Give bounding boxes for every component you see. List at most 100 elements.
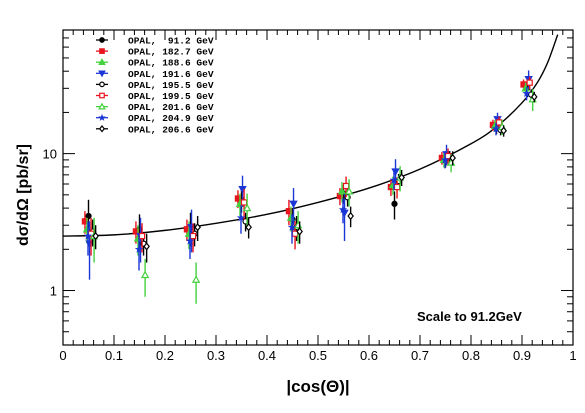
series-8 [83, 87, 531, 271]
x-tick-label: 0.5 [309, 348, 327, 363]
data-point [140, 258, 150, 297]
data-point [449, 151, 456, 166]
data-point [398, 169, 405, 187]
legend-label: OPAL, 91.2 GeV [128, 36, 214, 47]
data-point [83, 221, 93, 256]
axis-ticks: 0 0.1 0.2 0.3 0.4 0.5 0.6 0.7 0.8 0.9 1 1 10 [43, 29, 577, 363]
data-marker [398, 173, 405, 182]
data-point [287, 214, 297, 244]
data-marker [236, 213, 246, 222]
legend-entry: OPAL, 204.9 GeV [96, 113, 214, 124]
data-marker [338, 205, 348, 214]
legend-entry: OPAL, 182.7 GeV [96, 47, 214, 58]
data-point [344, 179, 354, 207]
x-tick-label: 0.7 [411, 348, 429, 363]
data-point [242, 193, 252, 228]
x-axis-title: |cos(Θ)| [286, 377, 349, 396]
legend-marker [99, 37, 105, 43]
legend-entry: OPAL, 201.6 GeV [96, 102, 214, 113]
legend-marker [99, 48, 105, 54]
legend-marker [98, 58, 106, 66]
y-axis-title: dσ/dΩ [pb/sr] [15, 144, 32, 246]
legend-label: OPAL, 191.6 GeV [128, 69, 214, 80]
data-point [296, 221, 303, 244]
data-marker [449, 153, 456, 163]
data-marker [194, 223, 201, 232]
legend-entry: OPAL, 195.5 GeV [96, 80, 214, 91]
x-tick-label: 0.3 [207, 348, 225, 363]
data-point [491, 122, 501, 136]
data-marker [143, 242, 150, 251]
data-marker [491, 124, 501, 133]
legend-entry: OPAL, 91.2 GeV [96, 36, 214, 47]
legend-label: OPAL, 195.5 GeV [128, 80, 214, 91]
data-marker [85, 212, 92, 220]
data-point [92, 225, 99, 250]
data-point [526, 76, 533, 90]
legend-label: OPAL, 204.9 GeV [128, 113, 214, 124]
data-marker [500, 126, 507, 135]
data-marker [83, 231, 93, 240]
data-point [347, 206, 354, 228]
legend-entry: OPAL, 191.6 GeV [96, 69, 214, 80]
legend-label: OPAL, 201.6 GeV [128, 102, 214, 113]
data-point [134, 233, 144, 271]
legend-marker [98, 102, 106, 110]
x-tick-label: 1 [569, 348, 576, 363]
data-marker [134, 244, 144, 253]
data-points-layer [81, 70, 538, 304]
annotation-text: Scale to 91.2GeV [417, 309, 522, 324]
y-tick-label: 10 [43, 147, 57, 162]
data-marker [393, 183, 401, 191]
data-marker [92, 231, 99, 241]
legend-marker [98, 125, 106, 133]
data-marker [140, 270, 150, 279]
legend-marker [99, 81, 105, 88]
data-point [143, 233, 150, 263]
x-tick-label: 0.4 [258, 348, 276, 363]
data-marker [440, 155, 450, 164]
x-tick-label: 0.6 [360, 348, 378, 363]
legend-marker [99, 92, 105, 99]
legend-label: OPAL, 199.5 GeV [128, 91, 214, 102]
data-marker [189, 232, 197, 240]
data-marker [342, 182, 350, 190]
series-9 [92, 91, 538, 263]
data-marker [391, 200, 398, 207]
data-marker [344, 186, 354, 195]
data-point [530, 91, 538, 103]
data-point [194, 216, 201, 242]
data-marker [389, 175, 399, 184]
data-point [185, 227, 195, 259]
data-marker [522, 89, 531, 98]
legend-marker [98, 113, 106, 121]
data-marker [530, 92, 538, 101]
data-point [500, 125, 507, 137]
x-tick-label: 0 [59, 348, 66, 363]
data-marker [289, 200, 298, 209]
legend-entry: OPAL, 188.6 GeV [96, 58, 214, 69]
data-point [236, 205, 246, 234]
data-marker [296, 227, 303, 236]
data-marker [240, 199, 248, 206]
legend-entry: OPAL, 206.6 GeV [96, 124, 214, 135]
legend-label: OPAL, 206.6 GeV [128, 124, 214, 135]
data-marker [245, 223, 252, 232]
x-tick-label: 0.2 [156, 348, 174, 363]
data-point [191, 262, 201, 304]
data-marker [287, 222, 297, 231]
data-point [338, 198, 348, 224]
x-tick-label: 0.9 [513, 348, 531, 363]
data-point [440, 152, 450, 169]
legend-marker [98, 70, 106, 78]
data-marker [185, 236, 195, 245]
data-point [522, 87, 531, 101]
legend-label: OPAL, 188.6 GeV [128, 58, 214, 69]
data-point [391, 191, 398, 220]
data-marker [347, 211, 354, 221]
data-marker [337, 186, 347, 195]
data-point [245, 217, 252, 239]
data-marker [495, 119, 503, 126]
